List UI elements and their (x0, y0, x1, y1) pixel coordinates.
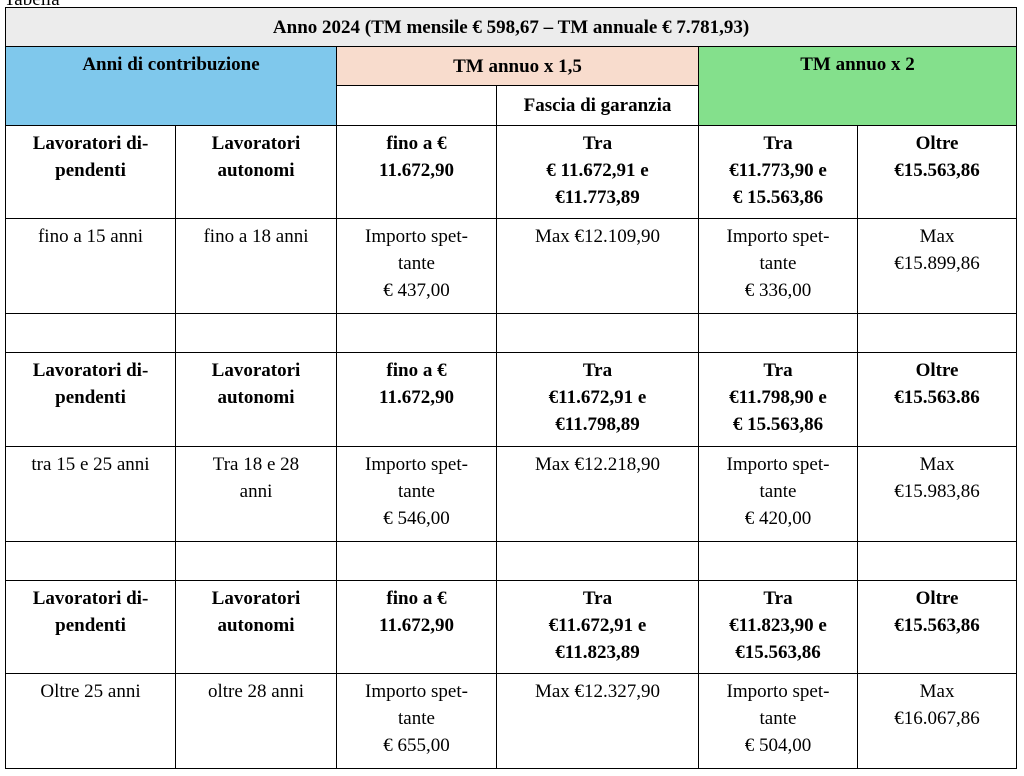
max-cell: Max €12.109,90 (496, 218, 699, 315)
threshold-header: fino a €11.672,90 (336, 352, 497, 447)
group-value-row: fino a 15 anni fino a 18 anni Importo sp… (5, 218, 1018, 315)
amount-cell: Importo spet-tante € 655,00 (336, 672, 497, 770)
group-header-row: Lavoratori di-pendenti Lavoratori autonom… (5, 125, 1018, 220)
amount-cell: Importo spet-tante € 336,00 (698, 218, 858, 315)
max-cell: Max €12.218,90 (496, 445, 699, 542)
group-value-row: Oltre 25 anni oltre 28 anni Importo spet… (5, 672, 1018, 770)
group-value-row: tra 15 e 25 anni Tra 18 e 28 anni Importo… (5, 445, 1018, 542)
selfemployed-header: Lavoratori autonomi (175, 352, 337, 447)
spacer-row (5, 540, 1018, 581)
employees-years: fino a 15 anni (5, 218, 176, 315)
amount-cell: Importo spet-tante € 437,00 (336, 218, 497, 315)
selfemployed-years: Tra 18 e 28 anni (175, 445, 337, 542)
guarantee-range-header: Tra €11.672,91 e €11.823,89 (496, 579, 699, 674)
selfemployed-years: fino a 18 anni (175, 218, 337, 315)
employees-header: Lavoratori di-pendenti (5, 125, 176, 220)
selfemployed-years: oltre 28 anni (175, 672, 337, 770)
group-header-row: Lavoratori di-pendenti Lavoratori autonom… (5, 352, 1018, 447)
tm2-header: TM annuo x 2 (697, 46, 1018, 127)
threshold-header: fino a €11.672,90 (336, 579, 497, 674)
employees-header: Lavoratori di-pendenti (5, 579, 176, 674)
pension-table: Anno 2024 (TM mensile € 598,67 – TM annu… (4, 6, 1018, 770)
selfemployed-header: Lavoratori autonomi (175, 125, 337, 220)
amount-cell: Importo spet-tante € 546,00 (336, 445, 497, 542)
years-header: Anni di contribuzione (5, 46, 337, 127)
over-header: Oltre €15.563,86 (856, 125, 1018, 220)
employees-years: Oltre 25 anni (5, 672, 176, 770)
tm15-header: TM annuo x 1,5 (336, 46, 699, 87)
employees-years: tra 15 e 25 anni (5, 445, 176, 542)
guarantee-range-header: Tra €11.672,91 e €11.798,89 (496, 352, 699, 447)
over-header: Oltre €15.563.86 (856, 352, 1018, 447)
employees-header: Lavoratori di-pendenti (5, 352, 176, 447)
selfemployed-header: Lavoratori autonomi (175, 579, 337, 674)
table-title: Anno 2024 (TM mensile € 598,67 – TM annu… (4, 6, 1018, 48)
range-header: Tra €11.773,90 e € 15.563,86 (698, 125, 858, 220)
max-cell: Max €16.067,86 (856, 672, 1018, 770)
spacer-row (5, 313, 1018, 354)
max-cell: Max €12.327,90 (496, 672, 699, 770)
amount-cell: Importo spet-tante € 504,00 (698, 672, 858, 770)
over-header: Oltre €15.563,86 (856, 579, 1018, 674)
max-cell: Max €15.899,86 (856, 218, 1018, 315)
table-caption: Tabella (4, 0, 60, 10)
threshold-header: fino a €11.672,90 (336, 125, 497, 220)
guarantee-range-header: Tra € 11.672,91 e €11.773,89 (496, 125, 699, 220)
max-cell: Max €15.983,86 (856, 445, 1018, 542)
amount-cell: Importo spet-tante € 420,00 (698, 445, 858, 542)
range-header: Tra €11.823,90 e €15.563,86 (698, 579, 858, 674)
range-header: Tra €11.798,90 e € 15.563,86 (698, 352, 858, 447)
empty-cell (336, 85, 497, 127)
guarantee-header: Fascia di garanzia (496, 85, 699, 127)
group-header-row: Lavoratori di-pendenti Lavoratori autonom… (5, 579, 1018, 674)
